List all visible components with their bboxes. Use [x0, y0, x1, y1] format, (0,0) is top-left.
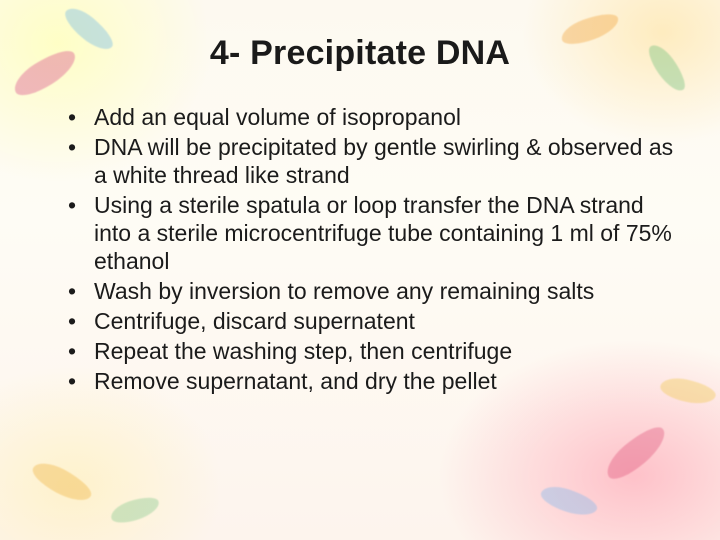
slide-title: 4- Precipitate DNA: [40, 34, 680, 73]
slide: 4- Precipitate DNA Add an equal volume o…: [0, 0, 720, 540]
bullet-item: Repeat the washing step, then centrifuge: [68, 337, 680, 365]
bullet-item: Wash by inversion to remove any remainin…: [68, 277, 680, 305]
bullet-item: Add an equal volume of isopropanol: [68, 103, 680, 131]
bullet-item: DNA will be precipitated by gentle swirl…: [68, 133, 680, 189]
bullet-item: Centrifuge, discard supernatent: [68, 307, 680, 335]
bullet-item: Using a sterile spatula or loop transfer…: [68, 191, 680, 275]
bullet-list: Add an equal volume of isopropanolDNA wi…: [40, 103, 680, 395]
bullet-item: Remove supernatant, and dry the pellet: [68, 367, 680, 395]
